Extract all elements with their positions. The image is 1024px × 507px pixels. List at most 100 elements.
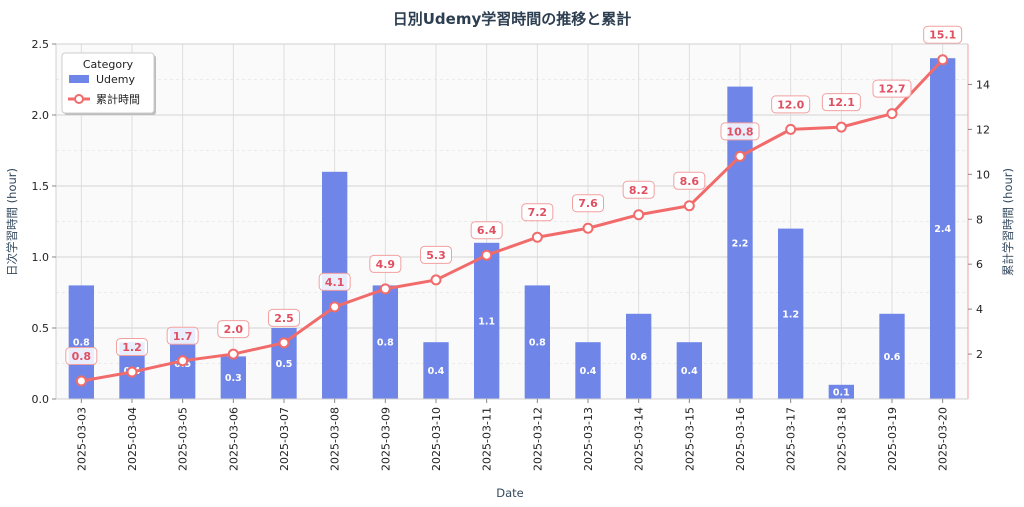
bar: [474, 242, 500, 399]
bar-value-label: 0.6: [884, 352, 901, 363]
line-value-label: 1.2: [122, 341, 142, 354]
line-label-box: [369, 254, 402, 273]
line-point: [379, 283, 391, 295]
line-label-box: [771, 95, 811, 114]
bar: [524, 285, 550, 399]
x-tick-label: 2025-03-17: [785, 407, 798, 471]
x-tick-label: 2025-03-09: [379, 407, 392, 471]
x-tick-label: 2025-03-16: [734, 407, 747, 471]
bar-value-label: 0.4: [681, 366, 698, 377]
bar: [930, 58, 956, 399]
y-right-tick-label: 12: [976, 123, 990, 136]
line-value-label: 15.1: [929, 29, 956, 42]
bar: [828, 384, 854, 399]
bar-value-label: 0.8: [529, 338, 546, 349]
x-tick-label: 2025-03-04: [126, 407, 139, 471]
y-axis-left-label: 日次学習時間 (hour): [5, 168, 19, 276]
y-left-tick-label: 1.0: [32, 251, 50, 264]
bar: [879, 313, 905, 399]
line-label-box: [116, 338, 148, 357]
line-point: [126, 366, 138, 378]
line-point: [633, 209, 645, 221]
line-label-box: [268, 308, 300, 327]
y-left-tick-label: 0.5: [32, 322, 50, 335]
bar: [778, 228, 804, 399]
y-left-tick-label: 0.0: [32, 393, 50, 406]
line-value-label: 10.8: [726, 125, 753, 138]
line-point: [683, 200, 695, 212]
line-point: [227, 348, 239, 360]
x-tick-label: 2025-03-07: [278, 407, 291, 471]
y-right-tick-label: 10: [976, 168, 990, 181]
line-label-box: [572, 194, 604, 213]
line-label-box: [65, 347, 98, 366]
legend-swatch-bar: [69, 75, 89, 83]
x-tick-label: 2025-03-03: [75, 407, 88, 471]
line-value-label: 6.4: [477, 224, 497, 237]
y-right-tick-label: 8: [976, 213, 983, 226]
line-label-box: [420, 245, 452, 264]
chart-title: 日別Udemy学習時間の推移と累計: [393, 10, 632, 28]
line-labels: 0.8 1.2 1.7 2.0 2.5 4.1 4.9 5.3 6.4 7.2 7.6 8.2 8.6 1…: [65, 25, 963, 366]
y-right-tick-label: 6: [976, 258, 983, 271]
axes: [55, 43, 969, 400]
bar-value-label: 0.8: [377, 338, 394, 349]
x-tick-label: 2025-03-14: [633, 407, 646, 471]
bar-value-label: 2.4: [934, 224, 951, 235]
x-tick-label: 2025-03-12: [531, 407, 544, 471]
line-label-box: [923, 25, 963, 44]
x-tick-label: 2025-03-06: [227, 407, 240, 471]
y-right-tick-label: 14: [976, 78, 990, 91]
line-series: [75, 54, 949, 387]
line-point: [75, 375, 87, 387]
bar-value-label: 0.1: [833, 387, 850, 398]
x-tick-label: 2025-03-10: [430, 407, 443, 471]
line-label-box: [470, 221, 503, 240]
x-tick-label: 2025-03-18: [835, 407, 848, 471]
x-tick-label: 2025-03-08: [329, 407, 342, 471]
bar: [372, 285, 398, 399]
x-tick-label: 2025-03-15: [683, 407, 696, 471]
line-value-label: 8.2: [629, 184, 649, 197]
tick-labels: 0.0 0.5 1.0 1.5 2.0 2.5 2 4 6 8 10 12 14 2025-03-03 20…: [32, 38, 991, 471]
bar-value-label: 1.2: [782, 309, 799, 320]
line-value-label: 12.1: [828, 96, 855, 109]
bar: [220, 356, 246, 399]
line-label-box: [821, 93, 861, 112]
line-point: [937, 54, 949, 66]
legend-item-udemy: Udemy: [96, 73, 136, 86]
y-right-tick-label: 4: [976, 303, 983, 316]
bar: [626, 313, 652, 399]
line-value-label: 0.8: [72, 350, 92, 363]
bar-value-label: 0.4: [428, 366, 445, 377]
line-value-label: 12.0: [777, 98, 804, 111]
line-point: [582, 222, 594, 234]
line-point: [278, 337, 290, 349]
line-value-label: 2.5: [274, 312, 294, 325]
x-tick-label: 2025-03-11: [481, 407, 494, 471]
x-tick-label: 2025-03-05: [177, 407, 190, 471]
line-value-label: 8.6: [680, 175, 700, 188]
line-point: [177, 355, 189, 367]
line-point: [785, 123, 797, 135]
legend-swatch-marker: [74, 94, 84, 104]
x-axis-label: Date: [496, 486, 524, 500]
line-point: [430, 274, 442, 286]
line-point: [886, 108, 898, 120]
bar-value-label: 0.4: [580, 366, 597, 377]
bar-value-label: 1.1: [478, 316, 495, 327]
line-value-label: 1.7: [173, 330, 193, 343]
legend[interactable]: Category Udemy 累計時間: [61, 52, 156, 115]
line-point: [329, 301, 341, 313]
bar-value-label: 2.2: [732, 238, 749, 249]
y-axis-right-label: 累計学習時間 (hour): [1001, 168, 1015, 276]
line-value-label: 2.0: [224, 323, 244, 336]
bar-value-label: 0.3: [225, 373, 242, 384]
line-value-label: 5.3: [426, 249, 446, 262]
line-path: [81, 58, 944, 383]
line-value-label: 12.7: [878, 83, 905, 96]
line-point: [531, 231, 543, 243]
line-value-label: 4.9: [376, 258, 396, 271]
